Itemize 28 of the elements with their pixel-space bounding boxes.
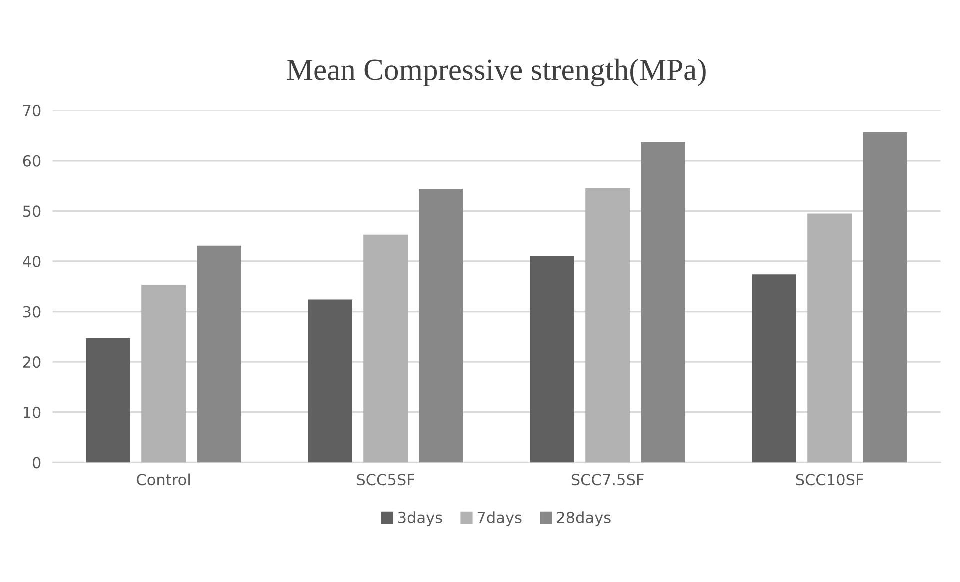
- x-tick-label: SCC7.5SF: [572, 474, 644, 486]
- bar: [419, 189, 464, 463]
- y-tick-label: 10: [24, 406, 41, 418]
- bar: [863, 132, 908, 463]
- bar: [86, 338, 130, 463]
- bar: [752, 274, 796, 463]
- bar: [308, 300, 352, 463]
- bar: [530, 256, 574, 463]
- y-tick-label: 0: [32, 457, 41, 469]
- y-tick-label: 60: [23, 155, 41, 167]
- x-tick-label: SCC10SF: [796, 474, 864, 486]
- legend-label: 28days: [557, 512, 611, 526]
- bar: [142, 285, 186, 463]
- x-tick-label: SCC5SF: [357, 474, 415, 486]
- y-tick-label: 40: [22, 256, 41, 268]
- legend-label: 3days: [398, 512, 442, 526]
- y-tick-label: 30: [23, 306, 41, 318]
- chart-title: Mean Compressive strength(MPa): [287, 58, 706, 87]
- x-tick-label: Control: [137, 474, 190, 486]
- bar: [364, 234, 408, 463]
- y-tick-label: 70: [24, 105, 41, 117]
- bar: [586, 188, 630, 463]
- bar: [808, 214, 852, 463]
- y-tick-label: 20: [23, 356, 41, 368]
- bar: [197, 246, 242, 463]
- bar: [641, 142, 686, 463]
- legend-label: 7days: [478, 512, 522, 526]
- y-tick-label: 50: [23, 206, 41, 218]
